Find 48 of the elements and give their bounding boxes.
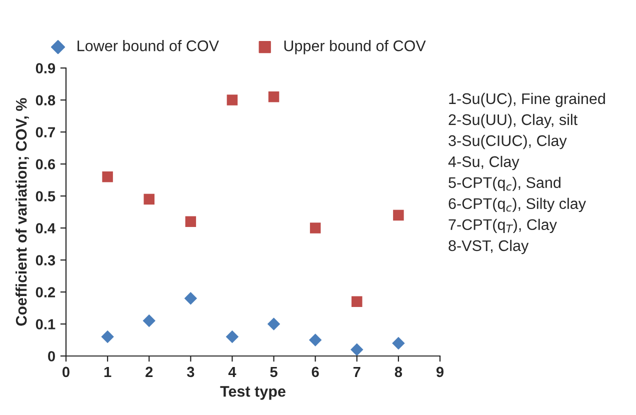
- text: 7-CPT(q$_{T}$), Clay: [448, 218, 557, 234]
- point: [184, 292, 198, 305]
- y-tick-label: 0.1: [36, 319, 56, 330]
- point: [185, 216, 196, 227]
- legend-label: Lower bound of COV: [78, 40, 219, 52]
- x-axis-title: Test type: [220, 386, 286, 400]
- point: [102, 171, 113, 182]
- y-tick-label: 0.4: [36, 223, 56, 234]
- y-tick-label: 0.3: [36, 255, 56, 266]
- y-tick-label: 0.9: [36, 63, 56, 74]
- point: [268, 91, 280, 102]
- point: [310, 222, 321, 234]
- x-tick-label: 3: [186, 366, 194, 378]
- legend-label: Upper bound of COV: [284, 40, 426, 54]
- point: [226, 94, 238, 106]
- point: [393, 210, 404, 221]
- text: 2-Su(UU), Clay, silt: [448, 114, 578, 128]
- x-tick-label: 2: [146, 366, 153, 377]
- text: 6-CPT(q$_{c}$), Silty clay: [448, 198, 586, 212]
- x-tick-label: 5: [270, 366, 278, 378]
- x-tick-label: 1: [104, 366, 112, 377]
- text: 5-CPT(q$_{c}$), Sand: [448, 176, 560, 192]
- text: 8-VST, Clay: [448, 240, 529, 254]
- x-tick-label: 0: [62, 366, 70, 378]
- point: [226, 330, 239, 344]
- x-tick-label: 4: [228, 366, 236, 377]
- point: [142, 314, 156, 328]
- text: 3-Su(CIUC), Clay: [448, 134, 567, 150]
- text: 4-Su, Clay: [448, 156, 520, 170]
- point: [267, 318, 280, 330]
- y-tick-label: 0.8: [36, 95, 56, 106]
- x-tick-label: 7: [353, 366, 360, 377]
- y-tick-label: 0.2: [36, 287, 55, 298]
- point: [144, 194, 154, 205]
- y-axis-title: Coefficient of variation; COV, %: [16, 98, 29, 326]
- x-tick-label: 9: [436, 366, 444, 378]
- point: [350, 343, 364, 356]
- point: [101, 330, 114, 344]
- y-tick-label: 0.6: [36, 159, 56, 170]
- y-tick-label: 0: [48, 351, 55, 362]
- point: [308, 334, 322, 346]
- text: 1-Su(UC), Fine grained: [449, 92, 605, 108]
- point: [352, 296, 362, 307]
- point: [392, 336, 405, 350]
- x-tick-label: 8: [394, 366, 402, 378]
- y-tick-label: 0.5: [36, 191, 56, 202]
- x-tick-label: 6: [312, 366, 319, 378]
- y-tick-label: 0.7: [36, 127, 55, 138]
